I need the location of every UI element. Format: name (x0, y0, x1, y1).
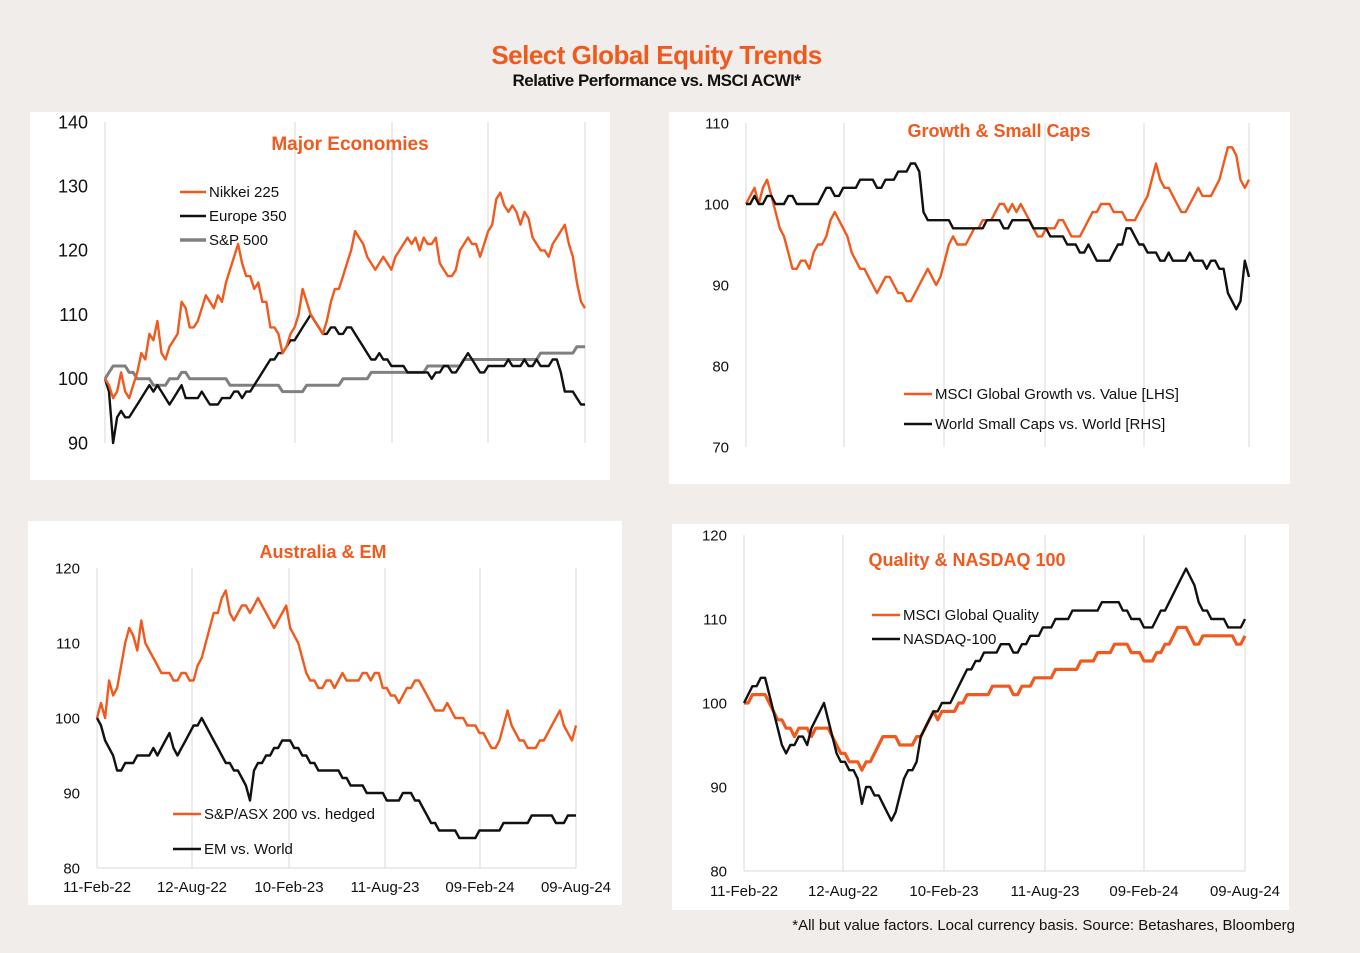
y-tick-label: 140 (58, 112, 88, 132)
y-tick-label: 80 (712, 358, 729, 375)
x-tick-label: 09-Aug-24 (541, 879, 611, 896)
panel-major-economies: 90 100 110 120 130 140 Major Economies Nikkei 2… (30, 112, 610, 480)
x-tick-label: 11-Feb-22 (63, 879, 131, 896)
y-tick-label: 100 (58, 369, 88, 389)
y-tick-label: 70 (712, 439, 729, 456)
x-tick-label: 11-Aug-23 (351, 879, 420, 896)
y-tick-label: 90 (68, 433, 88, 453)
panel-title: Australia & EM (259, 542, 386, 562)
panel-growth-small-caps: 70 80 90 100 110 Growth & Small Caps MSCI Glob… (669, 112, 1290, 484)
y-tick-label: 80 (710, 863, 727, 880)
legend-label: World Small Caps vs. World [RHS] (935, 416, 1165, 433)
legend-label: S&P 500 (209, 232, 268, 249)
y-tick-label: 90 (710, 779, 727, 796)
y-tick-label: 110 (705, 115, 729, 132)
x-tick-label: 09-Feb-24 (1109, 883, 1178, 900)
chart-major-economies: 90 100 110 120 130 140 Major Economies Nikkei 2… (58, 112, 587, 453)
series-line-msci-global-growth-vs-value-lhs- (744, 146, 1251, 303)
series-line-em-vs-world (95, 716, 576, 840)
legend-label: Europe 350 (209, 208, 287, 225)
chart-subtitle: Relative Performance vs. MSCI ACWI* (512, 71, 801, 90)
x-tick-label: 10-Feb-23 (254, 879, 323, 896)
x-tick-label: 10-Feb-23 (909, 883, 978, 900)
legend-label: MSCI Global Quality (903, 607, 1039, 624)
y-tick-label: 110 (59, 305, 88, 325)
y-tick-label: 100 (702, 695, 727, 712)
series-line-msci-global-quality (744, 625, 1247, 772)
y-tick-label: 120 (58, 241, 88, 261)
panel-title: Growth & Small Caps (907, 121, 1090, 141)
chart-australia-em: 80 90 100 110 120 11-Feb-22 12-Aug-22 10-Feb-23… (55, 542, 611, 896)
x-tick-label: 11-Aug-23 (1011, 883, 1080, 900)
legend-label: EM vs. World (204, 841, 293, 858)
panel-title: Major Economies (271, 134, 428, 155)
x-tick-label: 12-Aug-22 (157, 879, 227, 896)
panel-quality-nasdaq: 80 90 100 110 120 11-Feb-22 12-Aug-22 10-Feb-23… (672, 524, 1289, 910)
chart-quality-nasdaq: 80 90 100 110 120 11-Feb-22 12-Aug-22 10-Feb-23… (702, 527, 1280, 900)
x-tick-label: 12-Aug-22 (808, 883, 878, 900)
y-tick-label: 100 (704, 196, 729, 213)
chart-growth-small-caps: 70 80 90 100 110 Growth & Small Caps MSCI Glob… (704, 115, 1251, 456)
y-tick-label: 100 (55, 710, 80, 727)
y-tick-label: 120 (702, 527, 727, 544)
series-line-world-small-caps-vs-world-rhs- (746, 162, 1251, 311)
series-line-nasdaq-100 (742, 567, 1247, 822)
x-tick-label: 11-Feb-22 (710, 883, 778, 900)
y-tick-label: 120 (55, 560, 80, 577)
y-tick-label: 110 (56, 635, 80, 652)
y-tick-label: 110 (703, 611, 727, 628)
legend-label: MSCI Global Growth vs. Value [LHS] (935, 386, 1179, 403)
legend-label: S&P/ASX 200 vs. hedged (204, 806, 375, 823)
chart-title: Select Global Equity Trends (491, 40, 822, 70)
footnote: *All but value factors. Local currency b… (792, 917, 1295, 934)
y-tick-label: 90 (63, 785, 80, 802)
legend-label: Nikkei 225 (209, 184, 279, 201)
x-tick-label: 09-Aug-24 (1210, 883, 1280, 900)
panel-australia-em: 80 90 100 110 120 11-Feb-22 12-Aug-22 10-Feb-23… (28, 521, 622, 905)
panel-title: Quality & NASDAQ 100 (868, 550, 1065, 570)
y-tick-label: 80 (63, 860, 80, 877)
series-line-s-p-500 (103, 345, 585, 394)
legend-label: NASDAQ-100 (903, 631, 996, 648)
series-line-nikkei-225 (103, 191, 587, 400)
series-line-europe-350 (103, 313, 585, 445)
x-tick-label: 09-Feb-24 (445, 879, 514, 896)
y-tick-label: 130 (58, 177, 88, 197)
series-line-s-p-asx-200-vs-hedged (95, 589, 578, 750)
y-tick-label: 90 (712, 277, 729, 294)
